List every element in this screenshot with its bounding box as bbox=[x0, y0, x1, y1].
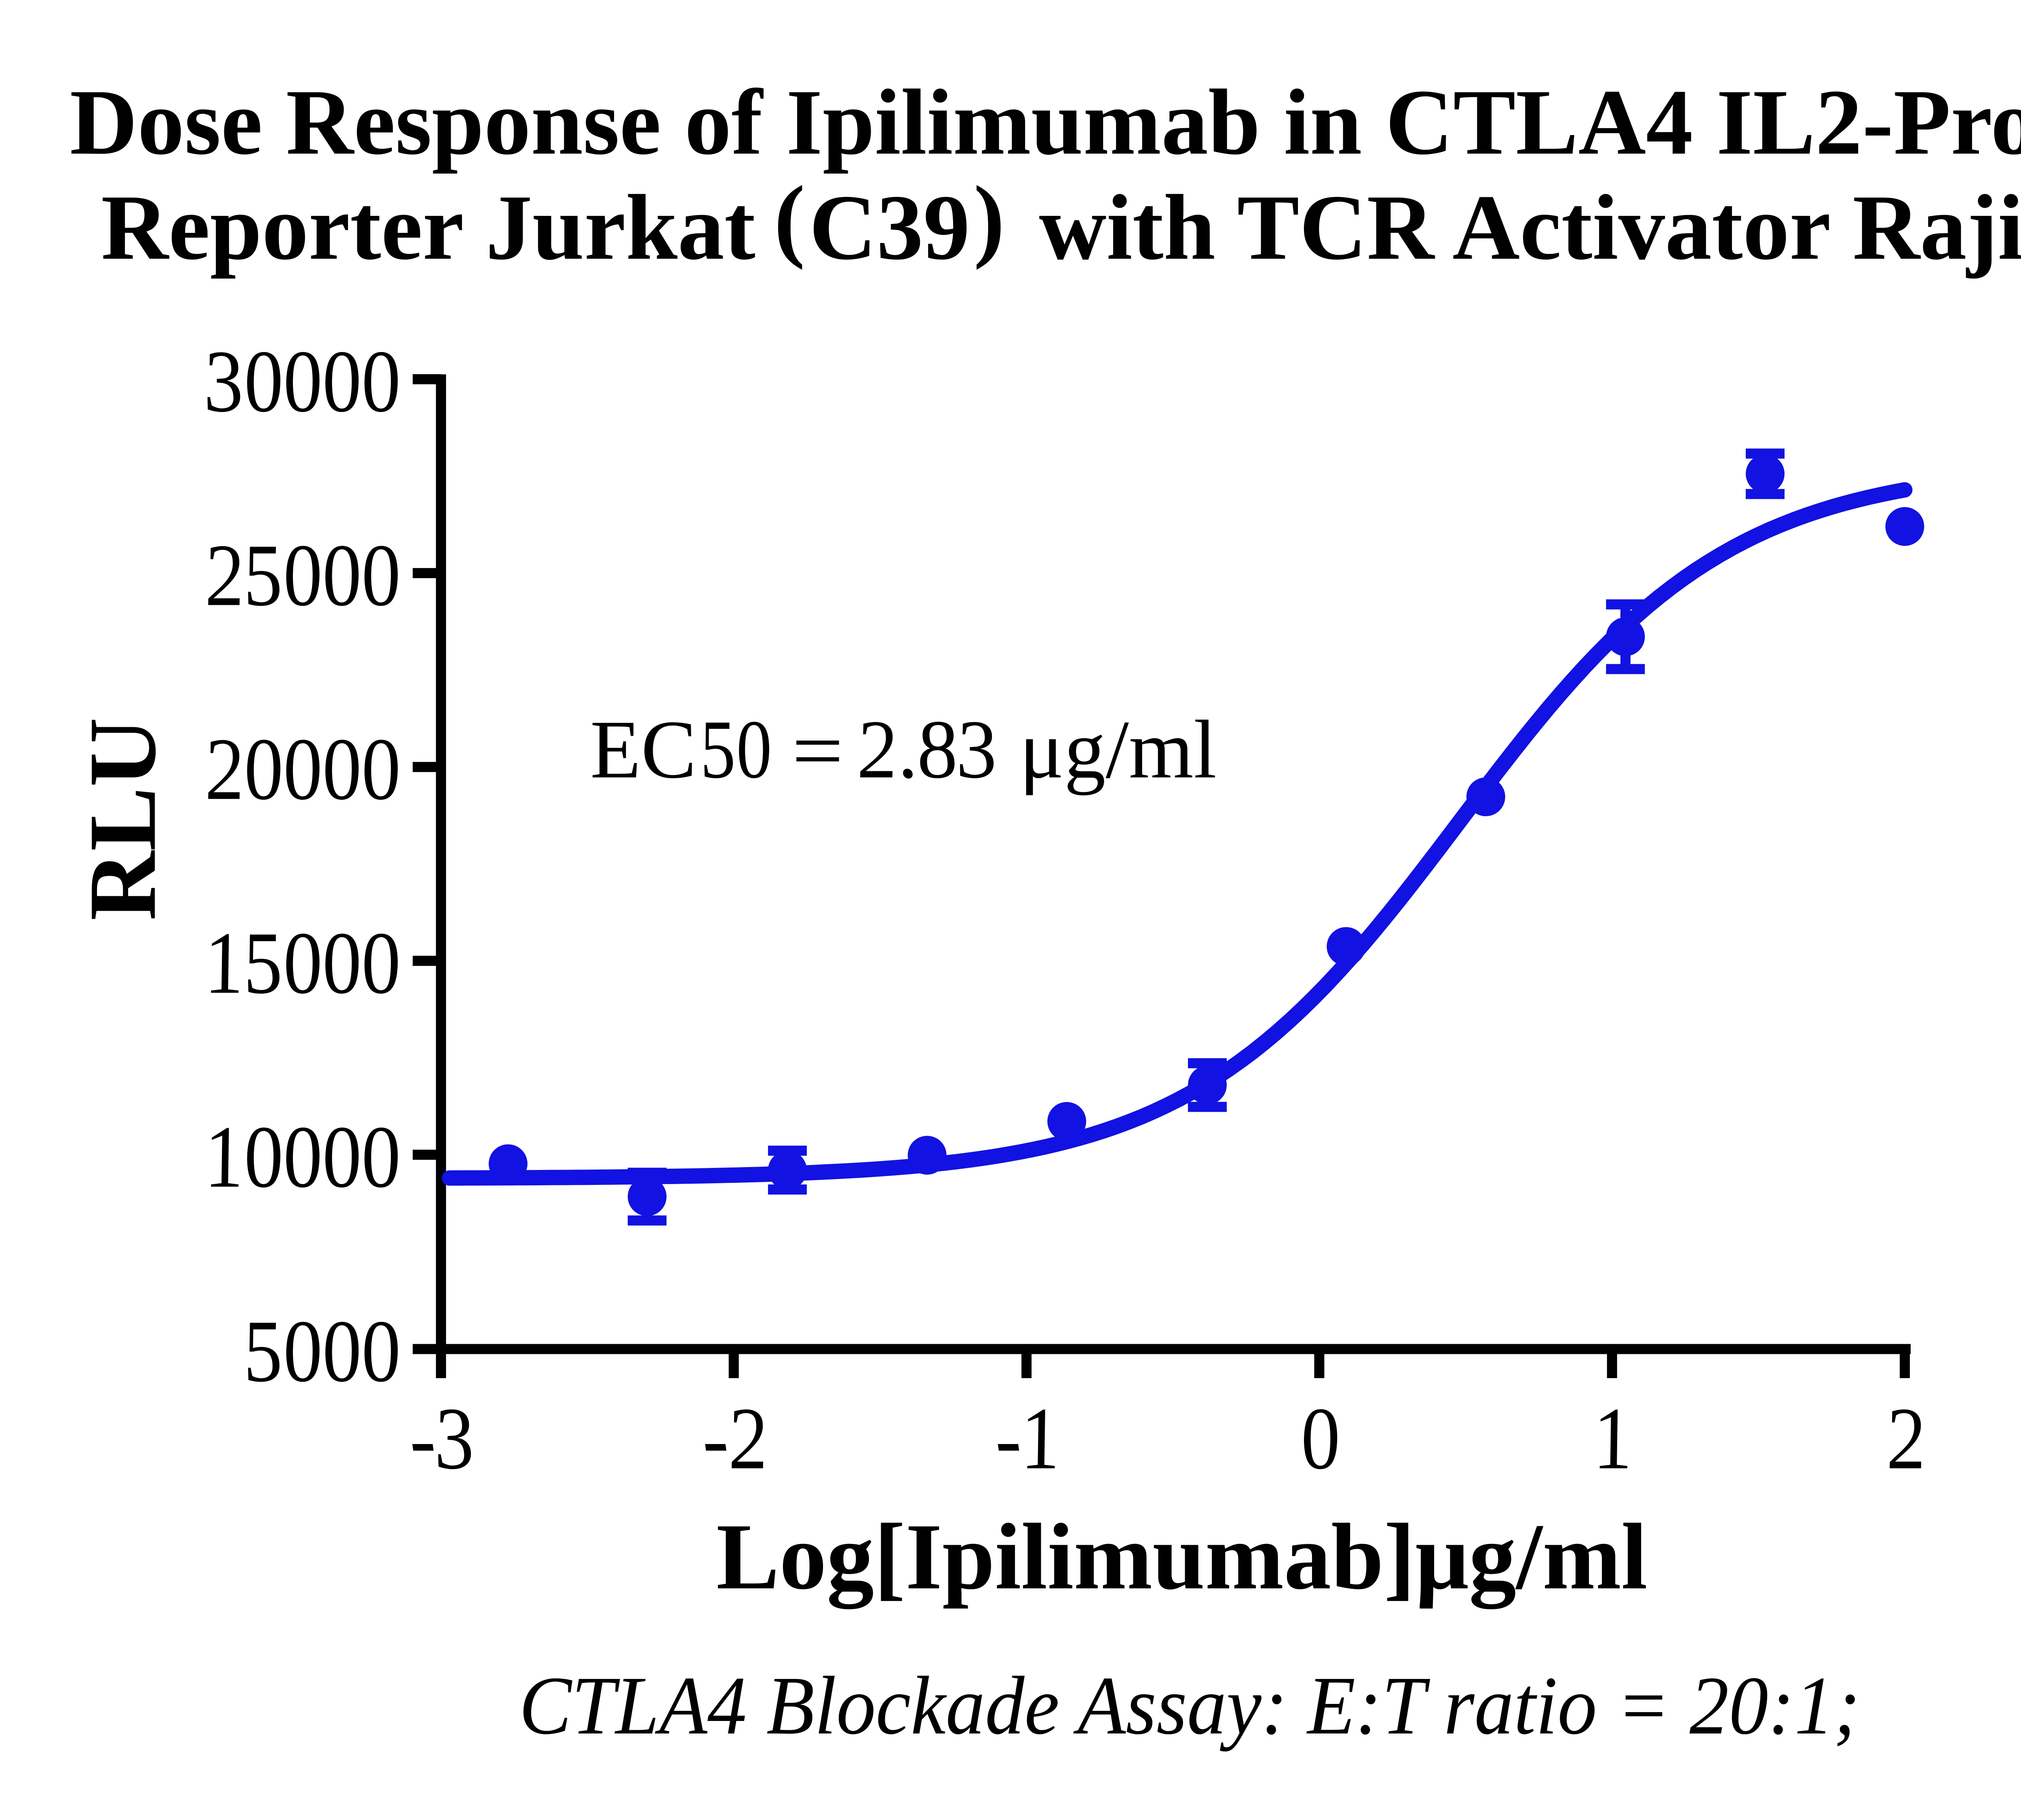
svg-text:25000: 25000 bbox=[197, 526, 407, 625]
svg-text:μg/ml: μg/ml bbox=[1019, 703, 1217, 796]
svg-text:-3: -3 bbox=[402, 1389, 481, 1488]
svg-text:10000: 10000 bbox=[197, 1108, 407, 1206]
svg-text:2.83: 2.83 bbox=[850, 703, 1003, 796]
svg-text:15000: 15000 bbox=[197, 914, 407, 1012]
svg-text:Reporter Jurkat(C39)with TCR A: Reporter Jurkat (C39) with TCR Activator R… bbox=[101, 167, 2021, 279]
svg-text:RLU: RLU bbox=[70, 718, 176, 921]
svg-text:-1: -1 bbox=[987, 1389, 1067, 1488]
svg-text:-2: -2 bbox=[694, 1389, 774, 1488]
svg-text:50: 50 bbox=[693, 703, 777, 796]
svg-text:5000: 5000 bbox=[236, 1302, 406, 1401]
svg-text:=: = bbox=[792, 704, 844, 796]
svg-text:30000: 30000 bbox=[197, 332, 407, 431]
svg-text:20000: 20000 bbox=[197, 720, 407, 819]
svg-text:CTLA4 Blockade Assay: E:T rati: CTLA4 Blockade Assay: E:T ratio = 20:1; bbox=[519, 1660, 1860, 1752]
svg-text:Log[Ipilimumab]μg/ml: Log[Ipilimumab]μg/ml bbox=[716, 1504, 1648, 1609]
svg-text:EC: EC bbox=[590, 703, 696, 796]
svg-text:Dose Response of Ipilimumab in: Dose Response of Ipilimumab in CTLA4 IL2… bbox=[70, 70, 2021, 174]
